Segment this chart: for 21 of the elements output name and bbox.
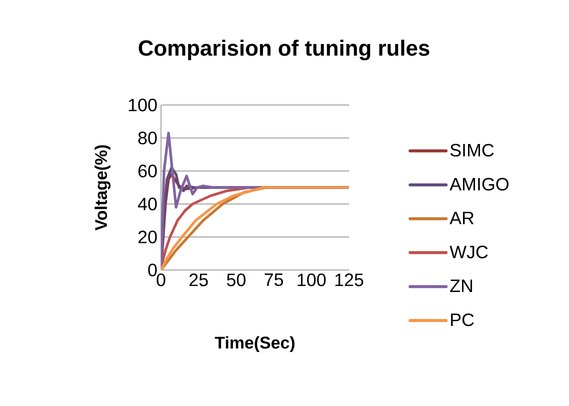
x-tick-label: 50: [226, 274, 246, 286]
y-tick-label: 100: [128, 98, 157, 112]
x-tick-label: 100: [298, 274, 326, 286]
legend-label: AR: [450, 212, 474, 224]
legend-label: AMIGO: [450, 178, 509, 191]
legend-label: SIMC: [450, 144, 494, 157]
legend-label: WJC: [450, 246, 488, 258]
y-tick-label: 80: [138, 132, 157, 144]
legend-label: ZN: [450, 280, 472, 292]
x-tick-label: 75: [264, 274, 284, 286]
legend-label: PC: [451, 313, 474, 326]
y-tick-label: 0: [148, 264, 157, 276]
y-tick-label: 60: [138, 164, 157, 178]
y-tick-label: 20: [138, 230, 157, 244]
x-tick-label: 25: [190, 274, 208, 286]
chart-title: Comparision of tuning rules: [138, 40, 430, 60]
x-axis-title: Time(Sec): [214, 336, 294, 352]
y-axis-title: Voltage(%): [94, 145, 110, 231]
y-tick-label: 40: [138, 198, 157, 210]
x-tick-label: 125: [335, 274, 364, 286]
x-tick-label: 0: [156, 274, 166, 286]
